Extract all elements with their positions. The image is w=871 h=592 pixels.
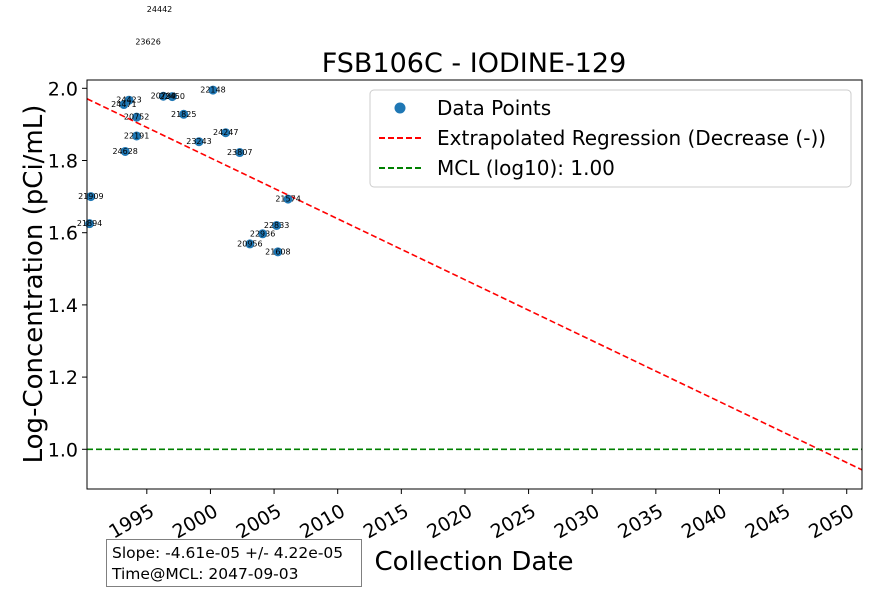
point-label: 20752 [124, 113, 149, 122]
point-label: 22148 [200, 86, 225, 95]
y-tick-label: 1.2 [48, 367, 78, 389]
x-tick-label: 2030 [551, 500, 604, 543]
chart-title: FSB106C - IODINE-129 [322, 48, 627, 79]
point-label: 22450 [160, 92, 185, 101]
data-point [221, 128, 231, 138]
x-tick-label: 2020 [423, 500, 476, 543]
point-label: 23243 [186, 137, 211, 146]
x-tick-label: 2000 [169, 500, 222, 543]
point-label: 22936 [250, 229, 275, 238]
data-point [158, 91, 168, 101]
point-label: 24247 [213, 128, 238, 137]
x-tick-label: 2015 [360, 500, 413, 543]
time-at-mcl-text: Time@MCL: 2047-09-03 [112, 565, 299, 583]
x-tick-label: 2045 [742, 500, 795, 543]
data-point [258, 229, 268, 239]
point-label: 24628 [112, 147, 137, 156]
data-point [235, 148, 245, 158]
x-tick-label: 2010 [296, 500, 349, 543]
slope-text: Slope: -4.61e-05 +/- 4.22e-05 [112, 544, 344, 562]
point-label: 24423 [116, 96, 141, 105]
y-axis-label: Log-Concentration (pCi/mL) [19, 105, 49, 464]
point-label: 21574 [275, 195, 300, 204]
point-label: 24471 [111, 100, 136, 109]
point-label: 21894 [77, 219, 102, 228]
legend-marker-points [394, 102, 406, 114]
offscale-point-label: 24442 [147, 5, 172, 14]
legend-label-mcl: MCL (log10): 1.00 [437, 156, 615, 180]
legend-label-regression: Extrapolated Regression (Decrease (-)) [437, 126, 826, 150]
x-tick-label: 2050 [805, 500, 858, 543]
y-tick-label: 2.0 [48, 78, 78, 100]
legend-frame [369, 89, 852, 188]
data-point [283, 194, 293, 204]
point-label: 21909 [78, 192, 103, 201]
regression-line [86, 98, 863, 471]
data-point [272, 220, 282, 230]
y-tick-label: 1.8 [48, 151, 78, 173]
data-point [208, 85, 218, 95]
point-label: 22833 [264, 221, 289, 230]
data-point [86, 192, 96, 202]
offscale-point-label: 23626 [135, 37, 160, 46]
x-tick-label: 2025 [487, 500, 540, 543]
stats-box: Slope: -4.61e-05 +/- 4.22e-05 Time@MCL: … [106, 539, 362, 587]
data-point [179, 109, 189, 119]
x-tick-label: 1995 [105, 500, 158, 543]
data-point [273, 247, 283, 257]
point-label: 21608 [265, 247, 290, 256]
legend: Data Points Extrapolated Regression (Dec… [369, 89, 852, 188]
point-label: 22191 [124, 131, 149, 140]
data-point [167, 92, 177, 102]
data-point [132, 131, 142, 141]
x-tick-label: 2035 [614, 500, 667, 543]
plot-frame [86, 79, 863, 490]
x-axis-label: Collection Date [374, 547, 573, 577]
x-tick-label: 2005 [232, 500, 285, 543]
y-tick-label: 1.0 [48, 439, 78, 461]
legend-label-points: Data Points [437, 96, 551, 120]
data-point [194, 137, 204, 147]
point-label: 20794 [151, 92, 176, 101]
y-tick-label: 1.6 [48, 223, 78, 245]
x-tick-label: 2040 [678, 500, 731, 543]
data-point [245, 239, 255, 249]
y-tick-label: 1.4 [48, 295, 78, 317]
data-point [124, 95, 134, 105]
data-point [120, 146, 130, 156]
point-label: 21825 [171, 110, 196, 119]
point-label: 20956 [237, 239, 262, 248]
data-point [132, 112, 142, 122]
point-label: 23807 [227, 148, 252, 157]
